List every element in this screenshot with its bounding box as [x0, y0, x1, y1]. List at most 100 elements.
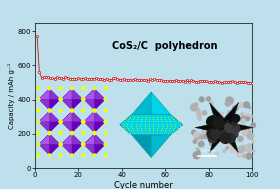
Circle shape — [196, 148, 198, 150]
Circle shape — [195, 133, 201, 139]
Circle shape — [238, 146, 245, 152]
Circle shape — [246, 117, 249, 121]
Circle shape — [226, 133, 235, 143]
Circle shape — [81, 143, 85, 146]
Circle shape — [226, 97, 233, 104]
Circle shape — [246, 128, 250, 132]
Circle shape — [253, 150, 255, 152]
Circle shape — [48, 153, 51, 157]
Circle shape — [210, 102, 213, 105]
Polygon shape — [151, 114, 183, 136]
Circle shape — [37, 97, 41, 101]
Circle shape — [206, 122, 209, 124]
Circle shape — [48, 108, 51, 112]
Circle shape — [223, 136, 229, 142]
Circle shape — [250, 129, 252, 130]
Circle shape — [232, 121, 237, 126]
Polygon shape — [120, 114, 151, 136]
Circle shape — [48, 87, 51, 91]
Circle shape — [236, 151, 242, 157]
Circle shape — [220, 112, 223, 116]
Polygon shape — [84, 111, 105, 132]
Circle shape — [198, 117, 201, 120]
Circle shape — [215, 152, 218, 156]
Circle shape — [228, 138, 233, 143]
Polygon shape — [49, 122, 60, 132]
Circle shape — [230, 146, 237, 153]
Circle shape — [191, 104, 198, 111]
Circle shape — [227, 110, 233, 117]
Polygon shape — [49, 99, 60, 110]
Circle shape — [244, 114, 251, 120]
Circle shape — [82, 97, 86, 101]
Circle shape — [37, 143, 41, 146]
Text: CoS₂/C  polyhedron: CoS₂/C polyhedron — [113, 41, 218, 51]
Circle shape — [104, 108, 108, 113]
Polygon shape — [39, 89, 60, 110]
Circle shape — [238, 136, 243, 141]
Polygon shape — [132, 92, 151, 115]
Circle shape — [220, 130, 226, 137]
Circle shape — [196, 108, 200, 113]
Circle shape — [242, 154, 244, 156]
Circle shape — [103, 120, 107, 124]
Circle shape — [199, 97, 204, 102]
Circle shape — [193, 140, 197, 143]
Circle shape — [251, 123, 255, 128]
X-axis label: Cycle number: Cycle number — [114, 181, 173, 189]
Circle shape — [58, 120, 62, 124]
Circle shape — [232, 128, 237, 133]
Circle shape — [81, 108, 85, 113]
Circle shape — [36, 131, 40, 135]
Circle shape — [194, 103, 198, 106]
Circle shape — [248, 106, 251, 109]
Circle shape — [214, 127, 218, 131]
Circle shape — [241, 116, 246, 122]
Circle shape — [59, 120, 63, 124]
Circle shape — [36, 153, 40, 158]
Circle shape — [58, 97, 62, 101]
Circle shape — [223, 127, 230, 134]
Circle shape — [241, 113, 243, 116]
Polygon shape — [84, 89, 105, 110]
Circle shape — [104, 131, 108, 135]
Circle shape — [192, 130, 196, 135]
Circle shape — [70, 153, 74, 157]
Circle shape — [104, 153, 108, 158]
Circle shape — [48, 132, 51, 136]
Circle shape — [248, 133, 253, 139]
Polygon shape — [39, 134, 60, 155]
Polygon shape — [84, 89, 94, 99]
Circle shape — [70, 109, 74, 113]
Circle shape — [233, 128, 236, 131]
Circle shape — [59, 97, 63, 101]
Polygon shape — [84, 134, 94, 144]
Circle shape — [223, 118, 230, 124]
Circle shape — [81, 97, 85, 101]
Circle shape — [59, 108, 63, 113]
Circle shape — [93, 131, 96, 135]
Circle shape — [231, 124, 240, 133]
Circle shape — [214, 131, 217, 134]
Circle shape — [213, 135, 218, 140]
Circle shape — [227, 137, 228, 139]
Circle shape — [203, 127, 210, 134]
Circle shape — [93, 109, 96, 113]
Polygon shape — [39, 89, 49, 99]
Circle shape — [93, 153, 96, 157]
Circle shape — [201, 131, 206, 135]
Polygon shape — [120, 115, 183, 135]
Circle shape — [203, 135, 207, 138]
Polygon shape — [61, 134, 83, 155]
Circle shape — [212, 131, 219, 139]
Circle shape — [194, 132, 199, 137]
Circle shape — [207, 129, 216, 139]
Circle shape — [225, 129, 236, 139]
Circle shape — [232, 115, 240, 122]
Circle shape — [213, 117, 224, 129]
Circle shape — [199, 141, 204, 147]
Circle shape — [59, 131, 63, 135]
Polygon shape — [151, 135, 171, 157]
Text: 200 nm: 200 nm — [200, 149, 215, 153]
Y-axis label: Capacity / mAh g⁻¹: Capacity / mAh g⁻¹ — [8, 62, 15, 129]
